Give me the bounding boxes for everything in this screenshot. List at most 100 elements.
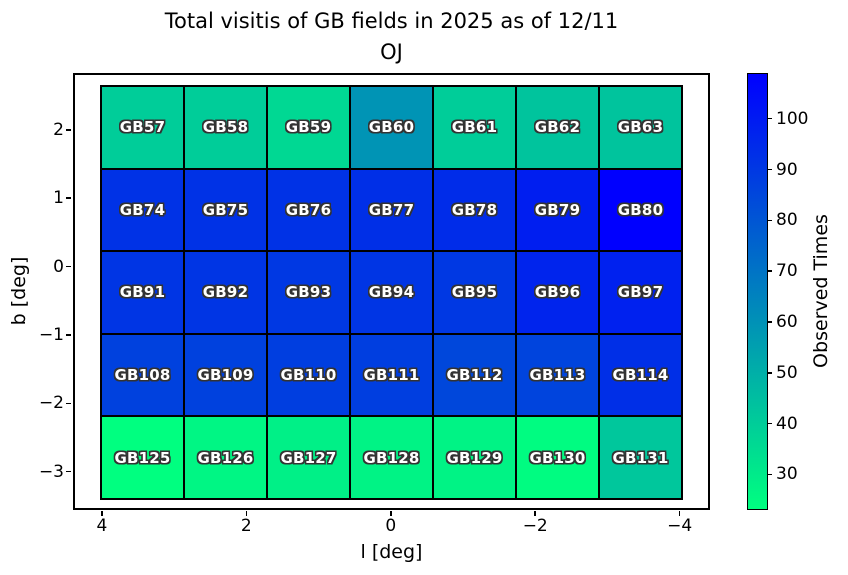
field-cell-GB60: GB60 xyxy=(350,86,433,169)
field-cell-label: GB110 xyxy=(280,366,337,385)
field-cell-GB57: GB57 xyxy=(101,86,184,169)
field-cell-label: GB62 xyxy=(534,118,581,137)
field-cell-label: GB59 xyxy=(285,118,332,137)
field-cell-GB112: GB112 xyxy=(433,333,516,417)
field-cell-label: GB77 xyxy=(368,200,415,219)
field-cell-label: GB63 xyxy=(617,118,664,137)
chart-title-line1: Total visitis of GB fields in 2025 as of… xyxy=(164,9,619,33)
x-tick-mark xyxy=(678,511,681,516)
field-cell-label: GB113 xyxy=(529,366,586,385)
colorbar-tick-mark xyxy=(768,270,772,272)
field-cell-label: GB97 xyxy=(617,283,664,302)
field-cell-GB94: GB94 xyxy=(350,251,433,334)
field-cell-label: GB112 xyxy=(446,366,503,385)
field-cell-GB95: GB95 xyxy=(433,251,516,334)
y-tick-label: 0 xyxy=(53,256,64,277)
field-cell-GB127: GB127 xyxy=(267,416,350,499)
colorbar-gradient xyxy=(748,74,767,509)
field-cell-GB128: GB128 xyxy=(350,416,433,499)
colorbar-tick-mark xyxy=(768,321,772,323)
x-tick-mark xyxy=(534,511,537,516)
field-cell-GB77: GB77 xyxy=(350,168,433,252)
field-cell-label: GB57 xyxy=(119,118,166,137)
x-tick-mark xyxy=(389,511,392,516)
field-cell-label: GB76 xyxy=(285,200,332,219)
field-cell-label: GB58 xyxy=(202,118,249,137)
field-cell-GB74: GB74 xyxy=(101,168,184,252)
x-tick-mark xyxy=(245,511,248,516)
x-tick-label: −4 xyxy=(667,516,693,536)
field-cell-label: GB75 xyxy=(202,200,249,219)
chart-title: Total visitis of GB fields in 2025 as of… xyxy=(73,6,710,68)
field-cell-label: GB114 xyxy=(612,366,669,385)
colorbar-tick-label: 30 xyxy=(776,464,798,485)
field-cell-GB63: GB63 xyxy=(599,86,682,169)
field-cell-label: GB61 xyxy=(451,118,498,137)
y-tick-mark xyxy=(66,265,71,268)
colorbar-tick-mark xyxy=(768,219,772,222)
field-cell-GB111: GB111 xyxy=(350,333,433,417)
field-cell-GB113: GB113 xyxy=(516,333,599,417)
field-cell-GB58: GB58 xyxy=(184,86,267,169)
x-tick-label: 2 xyxy=(240,516,252,536)
field-cell-label: GB130 xyxy=(529,448,586,467)
field-cell-GB76: GB76 xyxy=(267,168,350,252)
y-tick-label: 2 xyxy=(53,119,64,140)
colorbar-tick-label: 60 xyxy=(776,311,798,332)
field-cell-GB92: GB92 xyxy=(184,251,267,334)
field-cell-label: GB92 xyxy=(202,283,249,302)
x-tick-label: 0 xyxy=(385,516,397,536)
field-cell-GB93: GB93 xyxy=(267,251,350,334)
field-cell-label: GB74 xyxy=(119,200,166,219)
field-cell-GB126: GB126 xyxy=(184,416,267,499)
x-tick-label: −2 xyxy=(522,516,548,536)
field-cell-GB97: GB97 xyxy=(599,251,682,334)
field-cell-GB80: GB80 xyxy=(599,168,682,252)
colorbar-tick-label: 90 xyxy=(776,159,798,180)
field-cell-GB59: GB59 xyxy=(267,86,350,169)
colorbar-tick-label: 100 xyxy=(776,108,809,129)
field-cell-GB75: GB75 xyxy=(184,168,267,252)
field-cell-GB129: GB129 xyxy=(433,416,516,499)
field-cell-GB130: GB130 xyxy=(516,416,599,499)
field-cell-label: GB94 xyxy=(368,283,415,302)
x-tick-label: 4 xyxy=(96,516,108,536)
x-tick-mark xyxy=(101,511,103,516)
field-cell-GB114: GB114 xyxy=(599,333,682,417)
y-tick-mark xyxy=(66,128,71,131)
field-cell-GB125: GB125 xyxy=(101,416,184,499)
field-cell-GB78: GB78 xyxy=(433,168,516,252)
field-cell-label: GB127 xyxy=(280,448,337,467)
y-tick-mark xyxy=(66,334,71,336)
field-cell-GB91: GB91 xyxy=(101,251,184,334)
y-tick-label: −3 xyxy=(38,461,64,482)
y-tick-label: −1 xyxy=(38,324,64,345)
field-cell-label: GB111 xyxy=(363,366,420,385)
colorbar xyxy=(747,73,768,510)
x-axis-label: l [deg] xyxy=(360,541,423,563)
y-tick-label: 1 xyxy=(53,188,64,209)
field-cell-label: GB79 xyxy=(534,200,581,219)
field-cell-label: GB60 xyxy=(368,118,415,137)
field-cell-label: GB80 xyxy=(617,200,664,219)
colorbar-tick-mark xyxy=(768,422,772,425)
colorbar-tick-label: 50 xyxy=(776,362,798,383)
colorbar-tick-mark xyxy=(768,117,772,120)
field-cell-GB62: GB62 xyxy=(516,86,599,169)
field-cell-label: GB78 xyxy=(451,200,498,219)
field-grid: GB57 GB58 GB59 GB60 GB61 GB62 GB63 GB74 GB75 GB76… xyxy=(100,85,683,500)
field-cell-GB61: GB61 xyxy=(433,86,516,169)
colorbar-tick-mark xyxy=(768,168,772,171)
colorbar-tick-label: 80 xyxy=(776,210,798,231)
field-cell-GB109: GB109 xyxy=(184,333,267,417)
colorbar-tick-mark xyxy=(768,372,772,374)
field-cell-label: GB131 xyxy=(612,448,669,467)
field-cell-label: GB108 xyxy=(114,366,171,385)
colorbar-tick-label: 70 xyxy=(776,261,798,282)
field-cell-label: GB91 xyxy=(119,283,166,302)
field-cell-label: GB129 xyxy=(446,448,503,467)
field-cell-GB108: GB108 xyxy=(101,333,184,417)
field-cell-GB96: GB96 xyxy=(516,251,599,334)
field-cell-GB131: GB131 xyxy=(599,416,682,499)
